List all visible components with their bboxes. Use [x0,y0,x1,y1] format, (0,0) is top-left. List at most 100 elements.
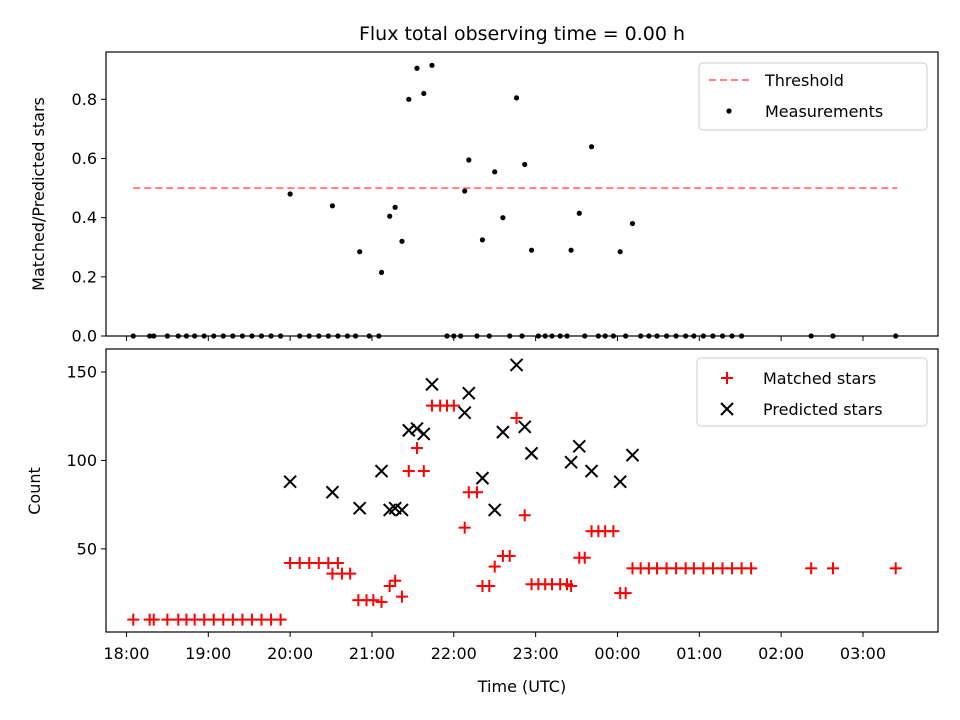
measurement-point [629,220,636,227]
bottom-x-tick-label: 03:00 [840,644,886,663]
predicted-cross-b [352,501,367,515]
measurement-point [429,62,435,68]
bottom-y-tick-label: 150 [66,362,97,381]
bottom-x-tick-label: 22:00 [431,644,477,663]
matched-star-point [607,525,620,538]
predicted-star-point [402,423,416,438]
measurement-point [357,249,363,255]
predicted-cross-b [518,420,532,434]
bottom-x-tick-label: 21:00 [349,644,395,663]
measurement-point [406,96,412,102]
measurement-legend-swatch [726,108,732,114]
matched-star-point [503,549,516,562]
matched-star-point [745,562,758,575]
matched-star-point [410,442,423,455]
matched-star-point [147,613,160,626]
top-axes-frame [105,51,939,337]
predicted-star-point [524,446,539,461]
top-y-tick-label: 0.4 [72,208,97,227]
predicted-cross-b [374,464,389,478]
top-y-tick-label: 0.2 [72,267,97,286]
measurement-point [576,210,582,216]
matched-star-point [470,486,483,499]
bottom-legend: Matched stars Predicted stars [696,357,928,427]
matched-star-point [395,590,408,603]
top-panel: Flux total observing time = 0.00 h 0.00.… [29,23,939,346]
matched-star-point [417,465,430,478]
matched-star-point [619,587,632,600]
matched-star-point [375,595,388,608]
predicted-cross-b [584,464,599,478]
predicted-cross-b [572,439,586,453]
matched-legend-swatch [721,372,733,384]
matched-star-point [565,580,578,593]
top-y-tick-label: 0.8 [72,90,97,109]
bottom-y-ticks: 50 100 150 [66,362,106,558]
bottom-x-tick-label: 18:00 [103,644,149,663]
top-series-layer [130,62,899,339]
matched-star-point [805,562,818,575]
predicted-cross-b [509,358,524,372]
predicted-star-point [425,377,439,392]
bottom-series-layer [127,358,902,626]
bottom-x-ticks: 18:00 19:00 20:00 21:00 22:00 23:00 00:00 01:00… [103,632,886,663]
matched-star-point [889,562,902,575]
bottom-x-tick-label: 00:00 [594,644,640,663]
predicted-star-point [625,448,640,462]
predicted-star-point [613,474,627,489]
bottom-legend-frame [696,357,928,427]
predicted-cross-b [410,421,424,436]
top-legend: Threshold Measurements [698,62,928,131]
matched-legend-label: Matched stars [763,369,876,388]
bottom-x-tick-label: 02:00 [758,644,804,663]
measurement-point [378,269,385,275]
predicted-cross-b [388,501,402,515]
predicted-star-point [584,464,599,478]
measurement-legend-label: Measurements [765,102,883,121]
predicted-star-point [458,405,472,420]
predicted-star-point [395,503,409,517]
bottom-y-axis-label: Count [25,467,44,515]
measurement-point [466,157,472,163]
bottom-x-tick-label: 20:00 [267,644,313,663]
predicted-cross-b [283,474,297,489]
predicted-star-point [410,421,424,436]
measurement-point [568,247,574,253]
predicted-star-point [325,485,340,499]
measurement-point [492,169,498,175]
predicted-star-point [572,439,586,453]
matched-star-point [274,613,287,626]
top-y-axis-label: Matched/Predicted stars [29,97,48,291]
predicted-star-point [488,503,502,517]
predicted-cross-b [462,386,476,400]
top-y-ticks: 0.0 0.2 0.4 0.6 0.8 [72,90,106,346]
bottom-panel: 50 100 150 18:00 19:00 20:00 21:00 22:00 23:00 0… [25,348,939,696]
top-x-ticks [125,336,864,341]
matched-star-point [127,613,140,626]
predicted-star-point [518,420,532,434]
measurement-point [500,215,506,221]
measurement-point [522,161,528,168]
matched-star-point [344,567,357,580]
top-y-tick-label: 0.6 [72,149,97,168]
matched-star-point [826,562,839,575]
matched-star-point [161,613,174,626]
predicted-star-point [564,455,578,469]
measurement-point [329,203,336,209]
predicted-cross-b [425,377,439,392]
measurement-point [513,95,520,101]
measurement-point [617,249,623,255]
top-legend-frame [698,62,928,131]
predicted-star-point [283,474,297,489]
matched-star-point [510,411,523,424]
matched-star-point [518,509,531,522]
bottom-x-tick-label: 01:00 [676,644,722,663]
predicted-cross-b [613,474,627,489]
measurement-point [588,144,595,150]
predicted-legend-swatch [720,402,734,416]
measurement-point [414,65,420,71]
predicted-star-point [462,386,476,400]
predicted-star-point [417,427,431,441]
bottom-x-tick-label: 23:00 [513,644,559,663]
